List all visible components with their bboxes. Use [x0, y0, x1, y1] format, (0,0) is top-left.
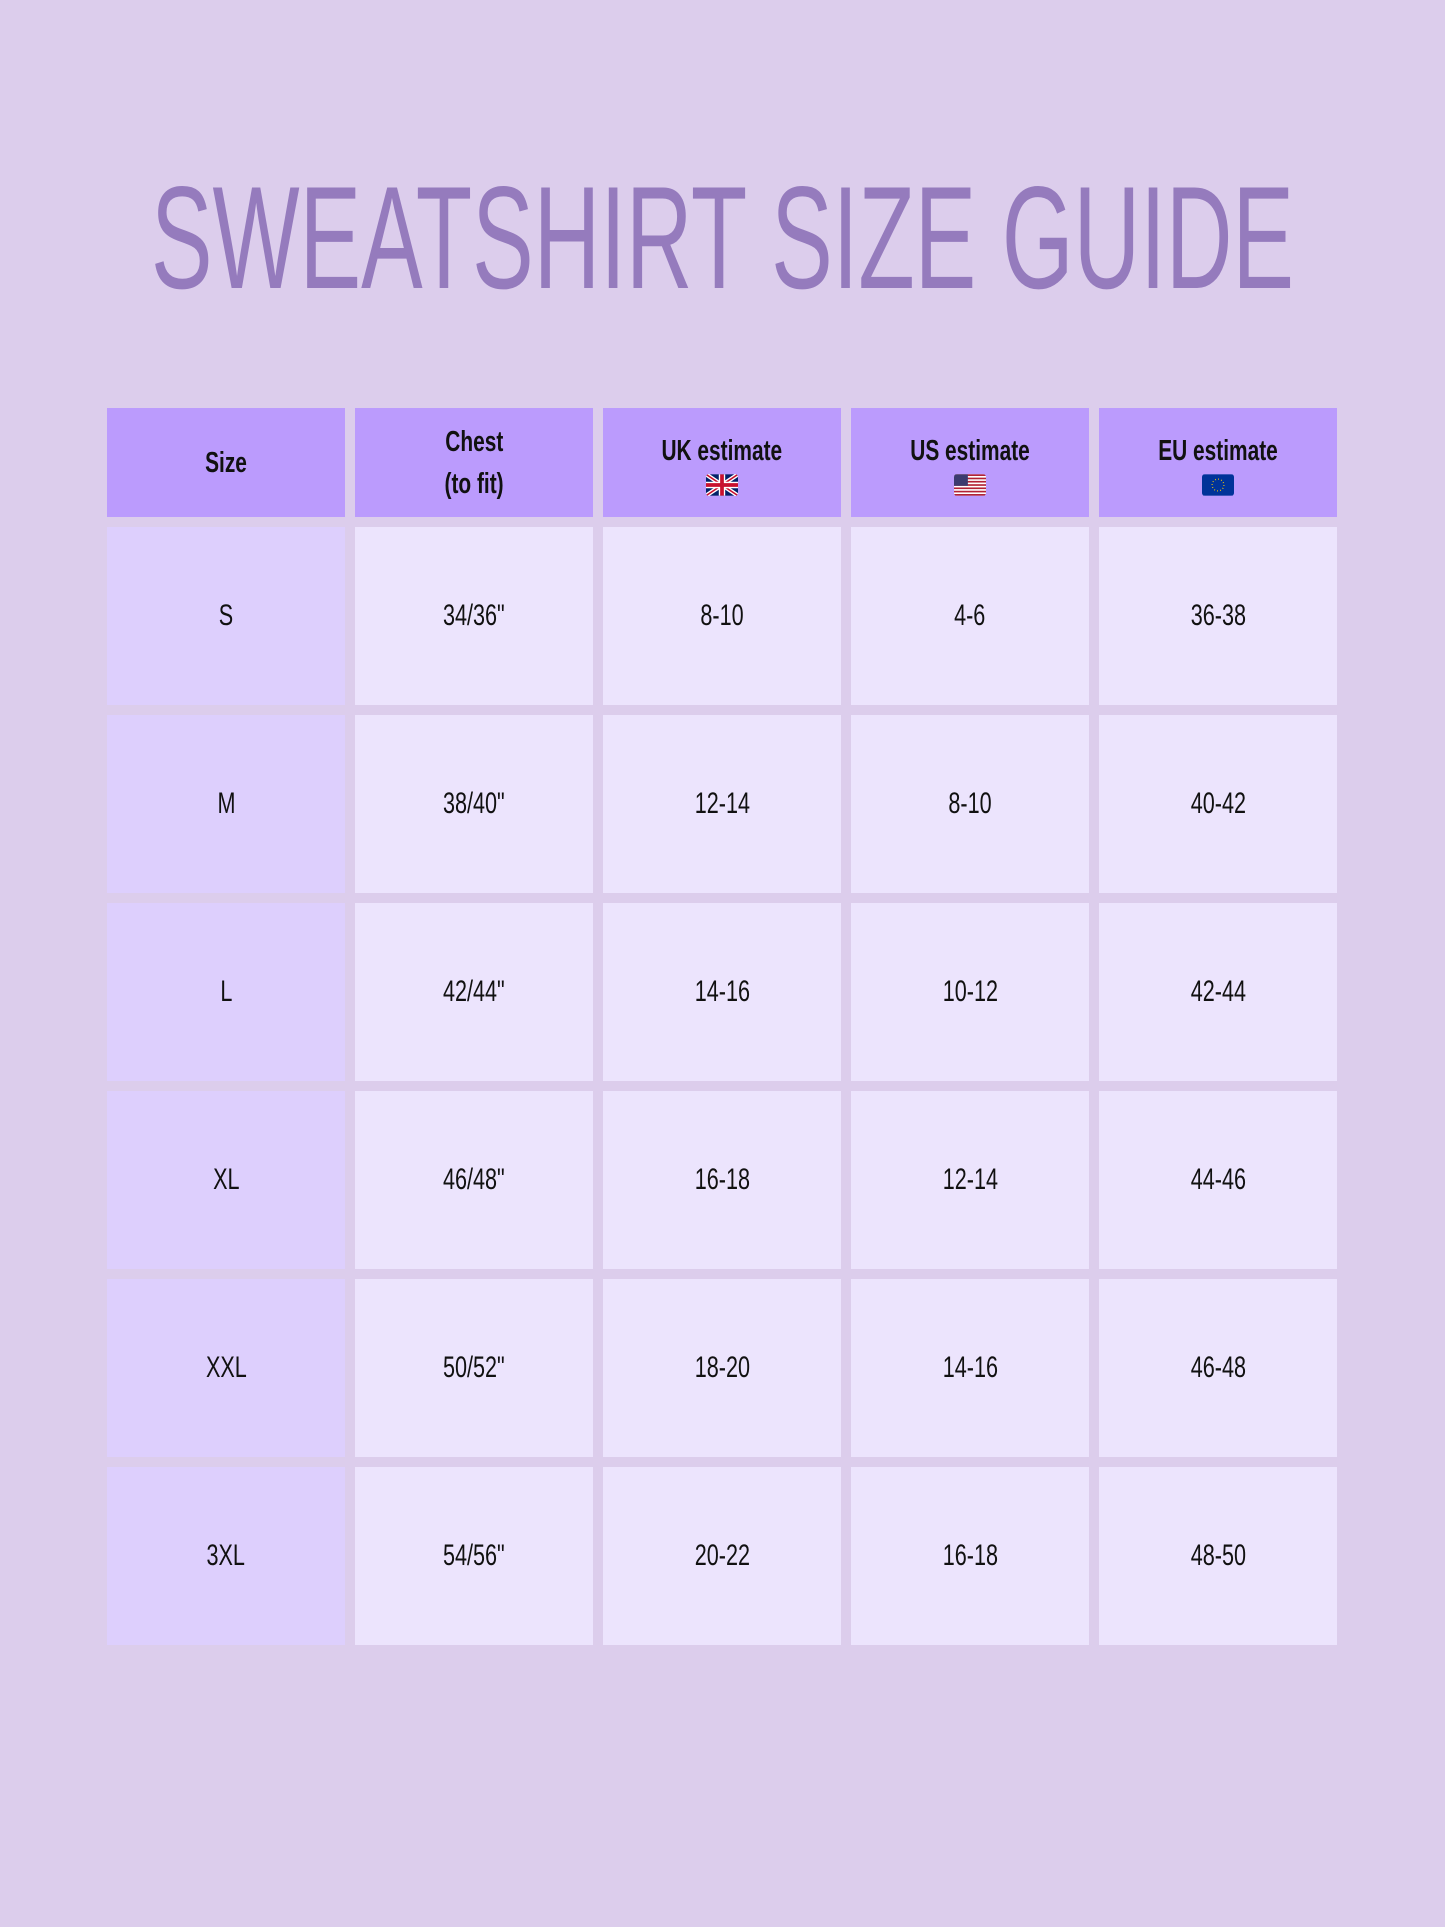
cell-value: 42/44" [443, 975, 505, 1008]
table-cell-us: 10-12 [851, 903, 1089, 1081]
cell-value: 38/40" [443, 787, 505, 820]
table-cell-us: 12-14 [851, 1091, 1089, 1269]
table-cell-eu: 36-38 [1099, 527, 1337, 705]
cell-value: XXL [205, 1351, 247, 1384]
table-cell-chest: 54/56" [355, 1467, 593, 1645]
cell-value: 42-44 [1190, 975, 1246, 1008]
table-cell-eu: 42-44 [1099, 903, 1337, 1081]
cell-value: 14-16 [942, 1351, 998, 1384]
header-eu: EU estimate [1099, 408, 1337, 517]
cell-value: 4-6 [954, 599, 986, 632]
table-cell-eu: 40-42 [1099, 715, 1337, 893]
table-cell-size: L [107, 903, 345, 1081]
table-cell-size: 3XL [107, 1467, 345, 1645]
cell-value: 54/56" [443, 1539, 505, 1572]
table-cell-uk: 18-20 [603, 1279, 841, 1457]
cell-value: 3XL [206, 1539, 246, 1572]
table-cell-uk: 8-10 [603, 527, 841, 705]
table-cell-chest: 46/48" [355, 1091, 593, 1269]
table-cell-uk: 14-16 [603, 903, 841, 1081]
cell-value: 46/48" [443, 1163, 505, 1196]
cell-value: XL [212, 1163, 240, 1196]
header-us: US estimate [851, 408, 1089, 517]
page-title: SWEATSHIRT SIZE GUIDE [0, 160, 1445, 320]
table-cell-size: XL [107, 1091, 345, 1269]
cell-value: L [219, 975, 233, 1008]
eu-flag-icon [1202, 473, 1234, 496]
cell-value: 8-10 [948, 787, 992, 820]
us-flag-icon [954, 473, 986, 496]
cell-value: 16-18 [942, 1539, 998, 1572]
table-cell-chest: 38/40" [355, 715, 593, 893]
header-uk: UK estimate [603, 408, 841, 517]
size-table: Size Chest (to fit) UK estimate US estim… [107, 408, 1337, 1645]
table-cell-uk: 16-18 [603, 1091, 841, 1269]
table-cell-us: 14-16 [851, 1279, 1089, 1457]
cell-value: 8-10 [700, 599, 744, 632]
cell-value: 34/36" [443, 599, 505, 632]
cell-value: 48-50 [1190, 1539, 1246, 1572]
table-cell-chest: 34/36" [355, 527, 593, 705]
table-cell-us: 16-18 [851, 1467, 1089, 1645]
table-cell-eu: 46-48 [1099, 1279, 1337, 1457]
table-cell-uk: 12-14 [603, 715, 841, 893]
cell-value: 12-14 [942, 1163, 998, 1196]
table-cell-us: 4-6 [851, 527, 1089, 705]
cell-value: 46-48 [1190, 1351, 1246, 1384]
cell-value: 20-22 [694, 1539, 750, 1572]
table-cell-eu: 48-50 [1099, 1467, 1337, 1645]
header-chest: Chest (to fit) [355, 408, 593, 517]
cell-value: 40-42 [1190, 787, 1246, 820]
title-text: SWEATSHIRT SIZE GUIDE [151, 160, 1294, 319]
table-cell-chest: 50/52" [355, 1279, 593, 1457]
cell-value: 16-18 [694, 1163, 750, 1196]
cell-value: M [217, 787, 235, 820]
header-size: Size [107, 408, 345, 517]
cell-value: 10-12 [942, 975, 998, 1008]
cell-value: S [218, 599, 234, 632]
title-svg: SWEATSHIRT SIZE GUIDE [151, 160, 1294, 319]
table-cell-size: S [107, 527, 345, 705]
cell-value: 12-14 [694, 787, 750, 820]
table-cell-chest: 42/44" [355, 903, 593, 1081]
table-cell-size: XXL [107, 1279, 345, 1457]
cell-value: 36-38 [1190, 599, 1246, 632]
cell-value: 18-20 [694, 1351, 750, 1384]
table-cell-eu: 44-46 [1099, 1091, 1337, 1269]
table-cell-us: 8-10 [851, 715, 1089, 893]
uk-flag-icon [706, 473, 738, 496]
cell-value: 50/52" [443, 1351, 505, 1384]
cell-value: 44-46 [1190, 1163, 1246, 1196]
cell-value: 14-16 [694, 975, 750, 1008]
table-cell-size: M [107, 715, 345, 893]
table-cell-uk: 20-22 [603, 1467, 841, 1645]
